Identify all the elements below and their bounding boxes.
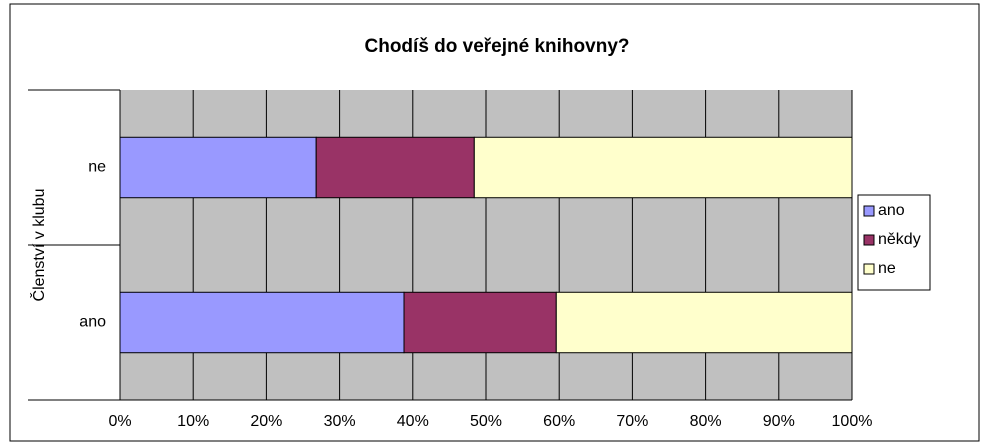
x-tick-label: 20% bbox=[250, 413, 282, 430]
legend-label: někdy bbox=[878, 231, 921, 248]
y-tick-label: ne bbox=[88, 159, 106, 176]
x-tick-label: 40% bbox=[397, 413, 429, 430]
x-tick-label: 60% bbox=[543, 413, 575, 430]
x-tick-label: 0% bbox=[108, 413, 131, 430]
legend-label: ne bbox=[878, 260, 896, 277]
legend-label: ano bbox=[878, 202, 905, 219]
legend-swatch bbox=[863, 234, 875, 246]
legend-swatch bbox=[863, 263, 875, 275]
x-tick-label: 70% bbox=[616, 413, 648, 430]
x-tick-label: 100% bbox=[832, 413, 873, 430]
y-tick-label: ano bbox=[79, 314, 106, 331]
x-tick-label: 80% bbox=[690, 413, 722, 430]
chart-title: Chodíš do veřejné knihovny? bbox=[365, 36, 630, 57]
bar-segment bbox=[473, 136, 853, 199]
x-tick-label: 50% bbox=[470, 413, 502, 430]
x-tick-label: 90% bbox=[763, 413, 795, 430]
bar-segment bbox=[119, 291, 405, 354]
bar-segment bbox=[315, 136, 475, 199]
x-tick-label: 30% bbox=[324, 413, 356, 430]
legend-swatch bbox=[863, 205, 875, 217]
bar-segment bbox=[403, 291, 557, 354]
bar-segment bbox=[119, 136, 317, 199]
x-tick-label: 10% bbox=[177, 413, 209, 430]
bar-segment bbox=[555, 291, 853, 354]
